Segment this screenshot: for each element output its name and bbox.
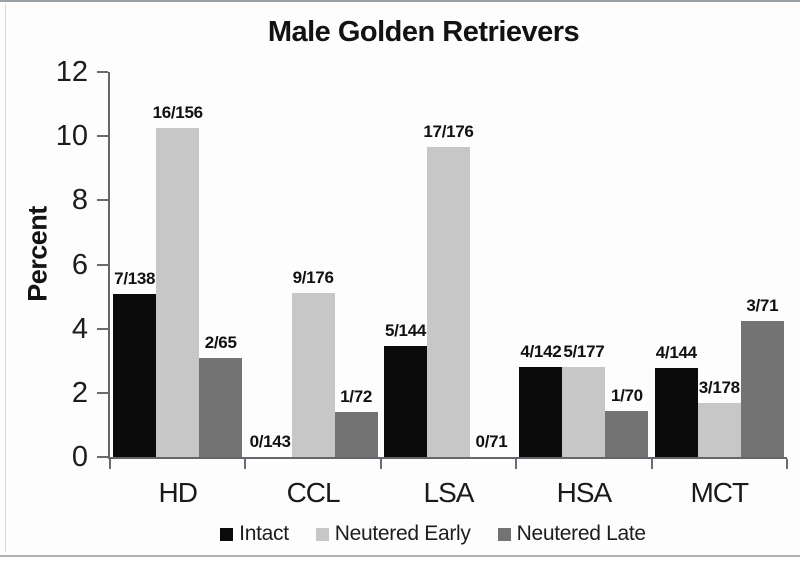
- bar-label: 5/177: [563, 341, 605, 361]
- y-tick-label: 4: [71, 312, 88, 345]
- frame-border-top: [0, 0, 800, 2]
- bar: [740, 321, 784, 457]
- legend-label: Neutered Early: [334, 522, 471, 545]
- bar: [427, 147, 470, 457]
- bar-label: 7/138: [114, 269, 156, 289]
- y-tick: [97, 263, 108, 266]
- bar: [334, 412, 378, 457]
- y-tick-label: 2: [71, 376, 88, 409]
- y-tick: [97, 199, 108, 202]
- bar-label: 9/176: [292, 268, 334, 288]
- x-tick: [109, 459, 111, 469]
- bar: [519, 366, 563, 457]
- bar-label: 4/142: [520, 341, 562, 361]
- y-tick-label: 8: [71, 184, 88, 217]
- x-tick: [650, 459, 653, 469]
- legend-item: Neutered Late: [497, 522, 647, 545]
- frame-border-left: [5, 4, 6, 552]
- legend-swatch: [315, 527, 329, 541]
- y-tick: [97, 135, 108, 138]
- bar-label: 16/156: [152, 102, 204, 122]
- y-tick-label: 0: [71, 441, 88, 473]
- x-tick: [244, 459, 247, 469]
- bar-label: 17/176: [423, 122, 474, 142]
- y-tick: [97, 327, 108, 330]
- y-tick: [97, 456, 108, 458]
- category-label: LSA: [423, 477, 475, 508]
- bar-label: 2/65: [204, 333, 237, 353]
- bar-label: 4/144: [655, 342, 697, 362]
- plot-area: 0 2 4 6 8 10 12 7/138 16/156 2/65 HD 0/143 9/176 1/72…: [56, 57, 788, 508]
- y-tick-label: 10: [55, 120, 88, 153]
- bar-label: 1/70: [610, 386, 643, 406]
- y-tick: [97, 71, 108, 73]
- legend-swatch: [220, 527, 234, 541]
- legend: Intact Neutered Early Neutered Late: [0, 523, 800, 545]
- bar-label: 3/178: [698, 377, 740, 397]
- bar: [562, 366, 606, 457]
- bar-label: 5/144: [384, 320, 427, 340]
- legend-swatch: [497, 527, 511, 541]
- legend-item: Neutered Early: [315, 522, 471, 545]
- category-label: CCL: [286, 477, 341, 508]
- x-tick: [379, 459, 382, 469]
- y-tick: [97, 391, 108, 394]
- legend-label: Intact: [239, 522, 289, 545]
- bar: [291, 293, 335, 457]
- legend-item: Intact: [220, 523, 289, 545]
- x-tick: [515, 459, 518, 469]
- bar-label: 3/71: [746, 296, 779, 316]
- frame-border-bottom: [0, 555, 800, 557]
- category-label: HSA: [556, 477, 613, 508]
- x-tick: [786, 459, 788, 469]
- y-tick-label: 6: [71, 248, 88, 281]
- category-label: HD: [158, 477, 197, 508]
- bar: [605, 411, 649, 457]
- bar: [113, 294, 157, 457]
- bar: [156, 127, 200, 457]
- bar: [654, 367, 698, 457]
- legend-label: Neutered Late: [516, 522, 647, 545]
- bar-label: 0/143: [249, 432, 291, 451]
- bar-label: 1/72: [340, 387, 373, 407]
- category-label: MCT: [690, 477, 749, 508]
- bar: [199, 358, 243, 457]
- bar: [697, 402, 741, 457]
- chart-title: Male Golden Retrievers: [267, 16, 580, 48]
- bar: [384, 345, 427, 457]
- bar-label: 0/71: [475, 432, 508, 451]
- y-tick-label: 12: [55, 56, 88, 88]
